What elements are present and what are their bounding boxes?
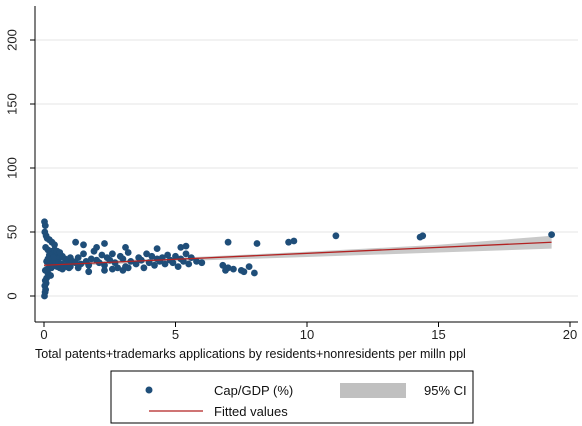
- scatter-point: [169, 259, 177, 267]
- legend: Cap/GDP (%) 95% CI Fitted values: [110, 370, 474, 424]
- scatter-point: [219, 261, 227, 269]
- scatter-point: [119, 267, 127, 274]
- scatter-point: [180, 258, 187, 265]
- scatter-point: [251, 269, 258, 277]
- scatter-point: [56, 249, 64, 256]
- scatter-point: [66, 263, 74, 270]
- scatter-point: [41, 292, 48, 300]
- y-tick-label: 100: [5, 157, 20, 179]
- scatter-point: [85, 268, 93, 276]
- legend-label-ci: 95% CI: [424, 383, 467, 398]
- scatter-point: [114, 264, 121, 272]
- scatter-point: [87, 255, 95, 263]
- scatter-point: [80, 241, 87, 249]
- scatter-point: [122, 244, 129, 251]
- scatter-point: [74, 254, 82, 261]
- scatter-point: [240, 268, 248, 276]
- y-tick-label: 150: [5, 93, 20, 115]
- y-ticks: 0 50 100 150 200: [5, 29, 35, 300]
- scatter-point: [74, 264, 82, 272]
- scatter-point: [124, 264, 132, 272]
- scatter-points: [41, 218, 555, 300]
- scatter-point: [49, 254, 57, 261]
- scatter-point: [161, 260, 169, 268]
- scatter-point: [137, 256, 145, 264]
- x-ticks: 0 5 10 15 20: [40, 322, 577, 342]
- scatter-point: [151, 261, 158, 269]
- scatter-point: [253, 240, 261, 247]
- scatter-point: [93, 244, 100, 251]
- scatter-point: [109, 250, 116, 258]
- x-axis-title: Total patents+trademarks applications by…: [35, 347, 466, 361]
- scatter-point: [101, 267, 108, 274]
- scatter-point: [98, 251, 106, 259]
- scatter-point: [140, 264, 148, 272]
- scatter-point: [290, 237, 298, 245]
- legend-box: [110, 370, 474, 424]
- x-tick-label: 0: [40, 327, 47, 342]
- x-tick-label: 20: [563, 327, 577, 342]
- legend-label-fitted: Fitted values: [214, 404, 288, 419]
- gridlines: [35, 39, 578, 297]
- scatter-point: [80, 250, 87, 258]
- scatter-point: [72, 238, 79, 246]
- scatter-point: [548, 231, 555, 239]
- y-tick-label: 50: [5, 225, 20, 239]
- scatter-point: [101, 261, 108, 269]
- scatter-point: [148, 252, 156, 260]
- fitted-line-layer: [43, 241, 552, 266]
- scatter-point: [245, 263, 253, 270]
- x-tick-label: 15: [431, 327, 445, 342]
- scatter-point: [198, 259, 206, 267]
- scatter-point: [177, 244, 185, 251]
- scatter-point: [332, 232, 340, 240]
- scatter-point: [41, 222, 49, 230]
- scatter-point: [224, 238, 232, 246]
- scatter-point: [182, 242, 190, 250]
- scatter-point: [419, 232, 427, 240]
- scatter-point: [222, 267, 229, 274]
- legend-marker-icon: [145, 386, 153, 394]
- x-tick-label: 10: [300, 327, 314, 342]
- scatter-point: [101, 240, 108, 247]
- scatter-point: [185, 260, 193, 268]
- y-tick-label: 0: [5, 292, 20, 299]
- scatter-point: [230, 265, 237, 273]
- y-tick-label: 200: [5, 29, 20, 51]
- x-tick-label: 5: [172, 327, 179, 342]
- scatter-point: [119, 255, 127, 263]
- scatter-point: [132, 260, 140, 268]
- scatter-point: [193, 258, 200, 265]
- scatter-point: [174, 263, 182, 270]
- legend-label-scatter: Cap/GDP (%): [214, 383, 293, 398]
- plot-area: [35, 6, 578, 322]
- scatter-point: [143, 250, 151, 258]
- legend-band-swatch: [340, 383, 406, 398]
- scatter-point: [124, 249, 132, 256]
- scatter-point: [164, 251, 172, 259]
- scatter-point: [153, 245, 161, 253]
- scatter-point: [43, 265, 51, 273]
- scatter-point: [51, 241, 58, 249]
- scatter-point: [109, 265, 116, 273]
- scatter-point: [44, 255, 52, 263]
- fitted-line: [43, 241, 552, 266]
- scatter-point: [285, 238, 292, 246]
- scatter-point: [172, 252, 179, 260]
- scatter-point: [182, 250, 190, 258]
